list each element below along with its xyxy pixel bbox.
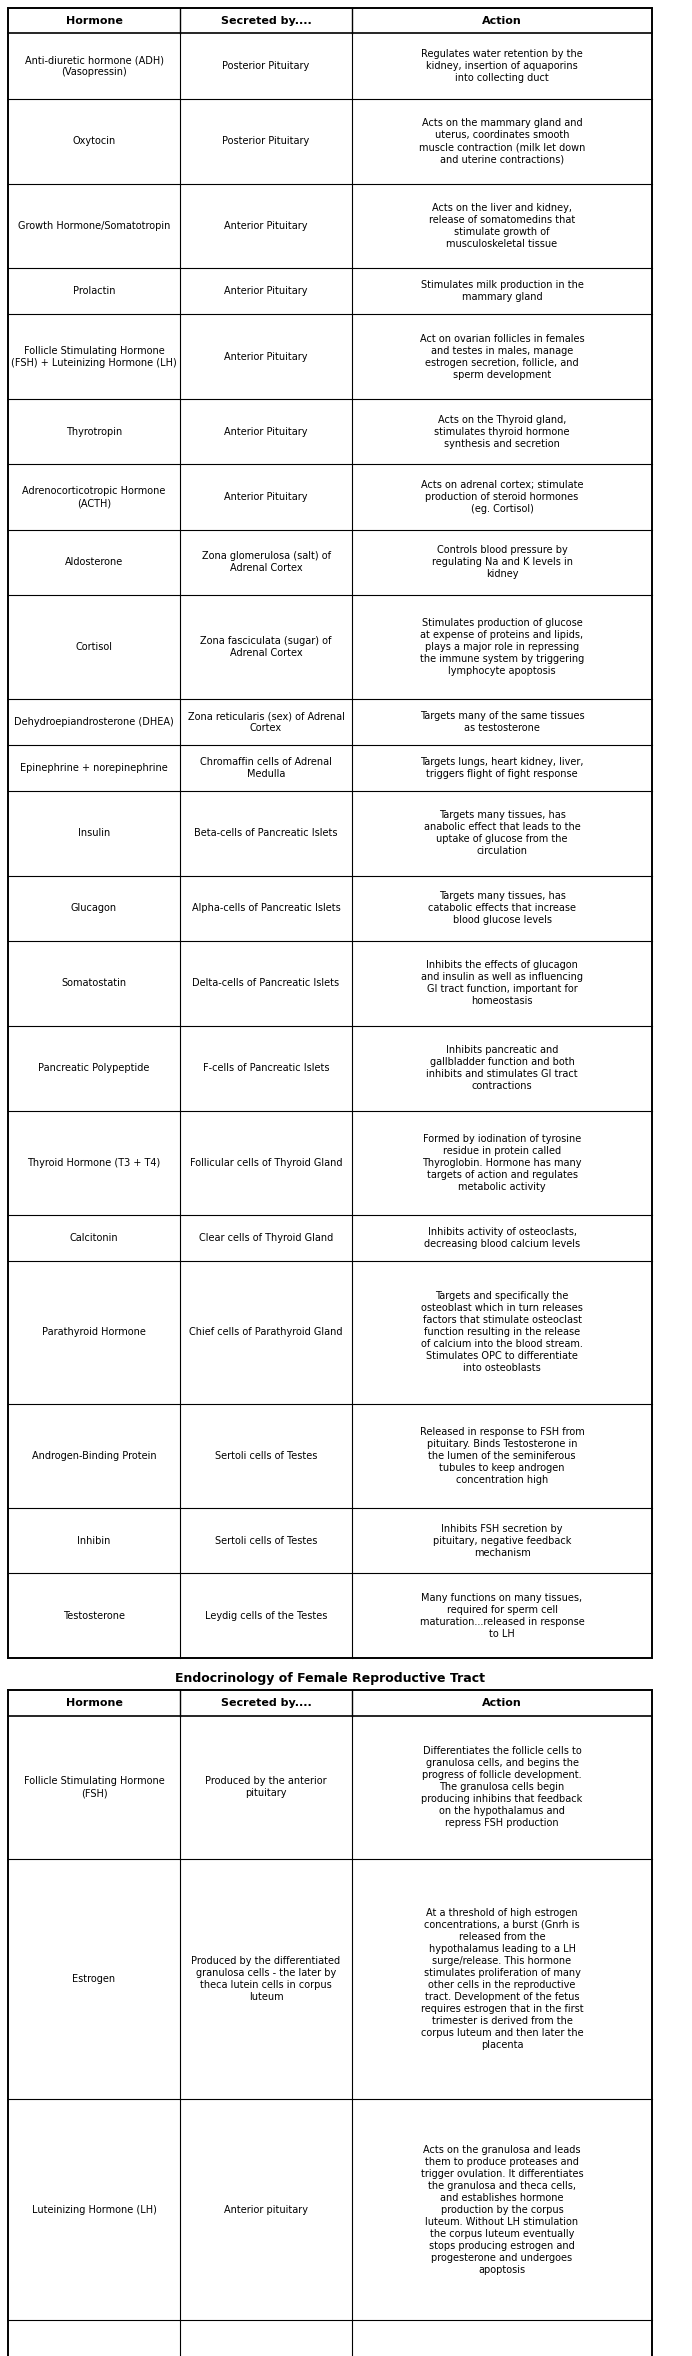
Text: Formed by iodination of tyrosine
residue in protein called
Thyroglobin. Hormone : Formed by iodination of tyrosine residue… bbox=[422, 1133, 582, 1192]
Text: Calcitonin: Calcitonin bbox=[70, 1232, 118, 1244]
Text: Anterior Pituitary: Anterior Pituitary bbox=[224, 426, 308, 436]
Bar bbox=[8, 1689, 652, 2356]
Text: Insulin: Insulin bbox=[78, 829, 110, 839]
Text: Acts on adrenal cortex; stimulate
production of steroid hormones
(eg. Cortisol): Acts on adrenal cortex; stimulate produc… bbox=[421, 481, 583, 514]
Text: Estrogen: Estrogen bbox=[73, 1974, 116, 1984]
Text: Aldosterone: Aldosterone bbox=[65, 558, 123, 568]
Text: Pancreatic Polypeptide: Pancreatic Polypeptide bbox=[38, 1063, 149, 1074]
Text: Follicle Stimulating Hormone
(FSH) + Luteinizing Hormone (LH): Follicle Stimulating Hormone (FSH) + Lut… bbox=[11, 346, 177, 368]
Text: Thyrotropin: Thyrotropin bbox=[66, 426, 122, 436]
Text: Thyroid Hormone (T3 + T4): Thyroid Hormone (T3 + T4) bbox=[28, 1157, 161, 1169]
Text: Endocrinology of Female Reproductive Tract: Endocrinology of Female Reproductive Tra… bbox=[175, 1673, 485, 1685]
Text: Anti-diuretic hormone (ADH)
(Vasopressin): Anti-diuretic hormone (ADH) (Vasopressin… bbox=[24, 54, 163, 78]
Text: Dehydroepiandrosterone (DHEA): Dehydroepiandrosterone (DHEA) bbox=[14, 716, 174, 728]
Text: Anterior Pituitary: Anterior Pituitary bbox=[224, 221, 308, 231]
Text: Alpha-cells of Pancreatic Islets: Alpha-cells of Pancreatic Islets bbox=[192, 902, 340, 914]
Text: Luteinizing Hormone (LH): Luteinizing Hormone (LH) bbox=[32, 2205, 156, 2215]
Text: Regulates water retention by the
kidney, insertion of aquaporins
into collecting: Regulates water retention by the kidney,… bbox=[421, 49, 583, 82]
Text: F-cells of Pancreatic Islets: F-cells of Pancreatic Islets bbox=[203, 1063, 329, 1074]
Text: Inhibits pancreatic and
gallbladder function and both
inhibits and stimulates GI: Inhibits pancreatic and gallbladder func… bbox=[426, 1046, 578, 1091]
Text: Targets many of the same tissues
as testosterone: Targets many of the same tissues as test… bbox=[419, 712, 584, 733]
Text: Hormone: Hormone bbox=[66, 16, 122, 26]
Text: Secreted by....: Secreted by.... bbox=[221, 1699, 311, 1708]
Text: Inhibin: Inhibin bbox=[78, 1536, 111, 1546]
Text: Inhibits activity of osteoclasts,
decreasing blood calcium levels: Inhibits activity of osteoclasts, decrea… bbox=[424, 1227, 580, 1249]
Text: Leydig cells of the Testes: Leydig cells of the Testes bbox=[205, 1612, 327, 1621]
Text: Epinephrine + norepinephrine: Epinephrine + norepinephrine bbox=[20, 763, 168, 773]
Text: Growth Hormone/Somatotropin: Growth Hormone/Somatotropin bbox=[18, 221, 170, 231]
Text: Action: Action bbox=[482, 1699, 522, 1708]
Text: Beta-cells of Pancreatic Islets: Beta-cells of Pancreatic Islets bbox=[194, 829, 338, 839]
Text: Released in response to FSH from
pituitary. Binds Testosterone in
the lumen of t: Released in response to FSH from pituita… bbox=[419, 1428, 584, 1484]
Text: Posterior Pituitary: Posterior Pituitary bbox=[222, 137, 309, 146]
Text: Acts on the mammary gland and
uterus, coordinates smooth
muscle contraction (mil: Acts on the mammary gland and uterus, co… bbox=[419, 118, 585, 165]
Text: Targets and specifically the
osteoblast which in turn releases
factors that stim: Targets and specifically the osteoblast … bbox=[421, 1291, 583, 1374]
Text: At a threshold of high estrogen
concentrations, a burst (Gnrh is
released from t: At a threshold of high estrogen concentr… bbox=[421, 1908, 583, 2050]
Text: Sertoli cells of Testes: Sertoli cells of Testes bbox=[215, 1451, 317, 1461]
Text: Targets lungs, heart kidney, liver,
triggers flight of fight response: Targets lungs, heart kidney, liver, trig… bbox=[420, 756, 584, 780]
Text: Produced by the differentiated
granulosa cells - the later by
theca lutein cells: Produced by the differentiated granulosa… bbox=[192, 1955, 340, 2003]
Text: Delta-cells of Pancreatic Islets: Delta-cells of Pancreatic Islets bbox=[192, 978, 340, 990]
Text: Prolactin: Prolactin bbox=[73, 287, 116, 297]
Text: Adrenocorticotropic Hormone
(ACTH): Adrenocorticotropic Hormone (ACTH) bbox=[22, 485, 165, 509]
Text: Zona reticularis (sex) of Adrenal
Cortex: Zona reticularis (sex) of Adrenal Cortex bbox=[188, 712, 345, 733]
Bar bbox=[8, 7, 652, 1659]
Text: Oxytocin: Oxytocin bbox=[73, 137, 116, 146]
Text: Act on ovarian follicles in females
and testes in males, manage
estrogen secreti: Act on ovarian follicles in females and … bbox=[419, 335, 584, 379]
Text: Stimulates production of glucose
at expense of proteins and lipids,
plays a majo: Stimulates production of glucose at expe… bbox=[420, 617, 584, 676]
Text: Differentiates the follicle cells to
granulosa cells, and begins the
progress of: Differentiates the follicle cells to gra… bbox=[421, 1746, 583, 1828]
Text: Targets many tissues, has
anabolic effect that leads to the
uptake of glucose fr: Targets many tissues, has anabolic effec… bbox=[424, 810, 581, 855]
Text: Sertoli cells of Testes: Sertoli cells of Testes bbox=[215, 1536, 317, 1546]
Text: Zona glomerulosa (salt) of
Adrenal Cortex: Zona glomerulosa (salt) of Adrenal Corte… bbox=[201, 551, 331, 573]
Text: Secreted by....: Secreted by.... bbox=[221, 16, 311, 26]
Text: Androgen-Binding Protein: Androgen-Binding Protein bbox=[32, 1451, 156, 1461]
Text: Acts on the liver and kidney,
release of somatomedins that
stimulate growth of
m: Acts on the liver and kidney, release of… bbox=[429, 203, 575, 250]
Text: Testosterone: Testosterone bbox=[63, 1612, 125, 1621]
Text: Follicular cells of Thyroid Gland: Follicular cells of Thyroid Gland bbox=[190, 1157, 343, 1169]
Text: Follicle Stimulating Hormone
(FSH): Follicle Stimulating Hormone (FSH) bbox=[24, 1776, 165, 1798]
Text: Somatostatin: Somatostatin bbox=[62, 978, 127, 990]
Text: Action: Action bbox=[482, 16, 522, 26]
Text: Acts on the granulosa and leads
them to produce proteases and
trigger ovulation.: Acts on the granulosa and leads them to … bbox=[421, 2144, 583, 2274]
Text: Chief cells of Parathyroid Gland: Chief cells of Parathyroid Gland bbox=[189, 1326, 343, 1338]
Text: Glucagon: Glucagon bbox=[71, 902, 117, 914]
Text: Inhibits the effects of glucagon
and insulin as well as influencing
GI tract fun: Inhibits the effects of glucagon and ins… bbox=[421, 961, 583, 1006]
Text: Anterior Pituitary: Anterior Pituitary bbox=[224, 492, 308, 502]
Text: Chromaffin cells of Adrenal
Medulla: Chromaffin cells of Adrenal Medulla bbox=[200, 756, 332, 780]
Text: Controls blood pressure by
regulating Na and K levels in
kidney: Controls blood pressure by regulating Na… bbox=[432, 544, 572, 580]
Text: Targets many tissues, has
catabolic effects that increase
blood glucose levels: Targets many tissues, has catabolic effe… bbox=[428, 891, 576, 926]
Text: Stimulates milk production in the
mammary gland: Stimulates milk production in the mammar… bbox=[421, 280, 583, 302]
Text: Zona fasciculata (sugar) of
Adrenal Cortex: Zona fasciculata (sugar) of Adrenal Cort… bbox=[200, 636, 331, 657]
Text: Anterior Pituitary: Anterior Pituitary bbox=[224, 287, 308, 297]
Text: Cortisol: Cortisol bbox=[75, 643, 113, 653]
Text: Acts on the Thyroid gland,
stimulates thyroid hormone
synthesis and secretion: Acts on the Thyroid gland, stimulates th… bbox=[435, 415, 570, 448]
Text: Clear cells of Thyroid Gland: Clear cells of Thyroid Gland bbox=[199, 1232, 333, 1244]
Text: Inhibits FSH secretion by
pituitary, negative feedback
mechanism: Inhibits FSH secretion by pituitary, neg… bbox=[432, 1524, 571, 1557]
Text: Anterior pituitary: Anterior pituitary bbox=[224, 2205, 308, 2215]
Text: Many functions on many tissues,
required for sperm cell
maturation...released in: Many functions on many tissues, required… bbox=[419, 1593, 584, 1640]
Text: Hormone: Hormone bbox=[66, 1699, 122, 1708]
Text: Produced by the anterior
pituitary: Produced by the anterior pituitary bbox=[206, 1776, 327, 1798]
Text: Anterior Pituitary: Anterior Pituitary bbox=[224, 351, 308, 360]
Text: Posterior Pituitary: Posterior Pituitary bbox=[222, 61, 309, 71]
Text: Parathyroid Hormone: Parathyroid Hormone bbox=[42, 1326, 146, 1338]
